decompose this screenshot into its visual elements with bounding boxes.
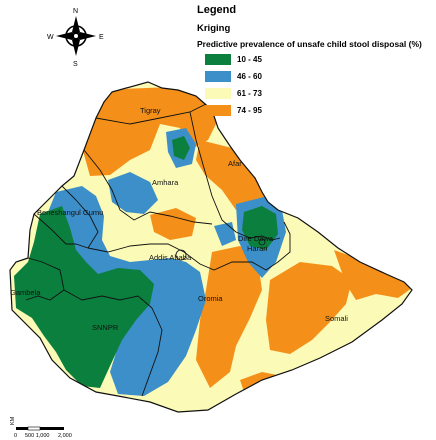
label-snnpr: SNNPR (92, 323, 119, 332)
region-boundaries (25, 103, 291, 397)
label-afar: Afar (228, 159, 242, 168)
legend-heading: Predictive prevalence of unsafe child st… (197, 39, 422, 49)
label-harari: Harari (247, 244, 268, 253)
scale-unit: KM (10, 416, 16, 425)
addis-ababa-boundary (175, 249, 187, 261)
zone-74-95 (150, 208, 196, 240)
scale-bar: KM 0 500 1,000 2,000 (10, 416, 72, 439)
compass-n-label: N (73, 8, 78, 15)
legend-swatch (205, 54, 231, 65)
legend-item-label: 61 - 73 (237, 89, 262, 98)
scale-tick-1: 500 1,000 (25, 433, 49, 439)
zone-74-95 (334, 250, 412, 300)
compass-s-label: S (73, 61, 78, 68)
label-somali: Somali (325, 314, 348, 323)
zone-46-60 (214, 222, 236, 246)
compass-rose: N S W E (47, 8, 104, 68)
scale-tick-0: 0 (14, 433, 17, 439)
zone-74-95 (80, 86, 218, 176)
legend-swatch (205, 71, 231, 82)
legend-title: Legend (197, 4, 237, 16)
zone-74-95 (196, 140, 268, 212)
zone-46-60 (108, 172, 158, 214)
label-addis-ababa: Addis Ababa (149, 253, 192, 262)
compass-w-label: W (47, 34, 54, 41)
zone-10-45 (172, 136, 190, 160)
legend-item-61-73: 61 - 73 (205, 88, 433, 101)
legend-item-label: 46 - 60 (237, 72, 262, 81)
label-dire-dawa: Dire Dawa (238, 234, 274, 243)
label-benishangul: Beneshangul Gumu (37, 208, 103, 217)
compass-e-label: E (99, 34, 104, 41)
country-outline (9, 81, 413, 413)
zone-74-95 (196, 246, 262, 388)
legend-item-10-45: 10 - 45 (205, 54, 433, 67)
harari-boundary (258, 238, 266, 246)
legend: Legend Kriging Predictive prevalence of … (197, 4, 433, 118)
legend-item-74-95: 74 - 95 (205, 105, 433, 118)
label-amhara: Amhara (152, 178, 179, 187)
zone-74-95 (266, 262, 352, 354)
legend-item-label: 10 - 45 (237, 55, 262, 64)
legend-item-46-60: 46 - 60 (205, 71, 433, 84)
legend-method: Kriging (197, 23, 231, 34)
legend-item-label: 74 - 95 (237, 106, 262, 115)
legend-swatch (205, 88, 231, 99)
zone-10-45 (14, 206, 154, 388)
scale-tick-2: 2,000 (58, 433, 72, 439)
label-tigray: Tigray (140, 106, 161, 115)
label-oromia: Oromia (198, 294, 223, 303)
label-gambela: Gambela (10, 288, 41, 297)
legend-swatch (205, 105, 231, 116)
